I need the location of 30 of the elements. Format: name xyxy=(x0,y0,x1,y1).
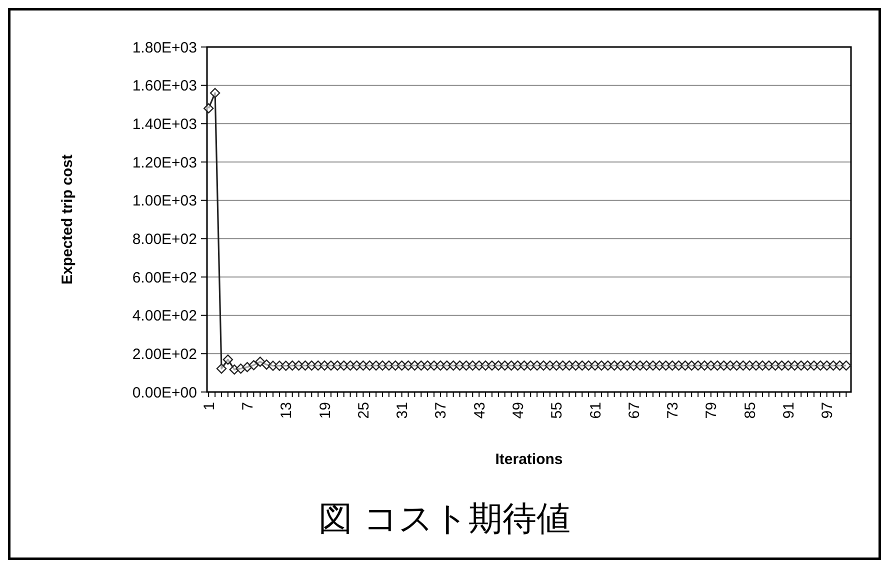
y-tick-label: 1.60E+03 xyxy=(132,78,197,95)
x-tick-label: 97 xyxy=(819,402,836,419)
x-tick-label: 31 xyxy=(394,402,412,419)
x-tick-label: 49 xyxy=(510,402,527,419)
x-tick-label: 7 xyxy=(240,402,256,410)
x-tick-label: 91 xyxy=(780,402,798,419)
x-tick-label: 13 xyxy=(278,402,296,419)
x-tick-label: 43 xyxy=(471,402,488,419)
x-tick-label: 55 xyxy=(548,402,566,419)
x-tick-label: 85 xyxy=(742,402,759,419)
x-tick-label: 19 xyxy=(316,402,334,419)
x-tick-label: 61 xyxy=(587,402,604,419)
y-tick-label: 1.80E+03 xyxy=(132,39,197,56)
y-tick-label: 6.00E+02 xyxy=(132,269,197,286)
x-axis-title: Iterations xyxy=(495,451,563,468)
y-axis-title: Expected trip cost xyxy=(59,154,76,285)
x-tick-label: 37 xyxy=(432,402,450,419)
y-tick-label: 0.00E+00 xyxy=(132,384,197,402)
text: 図 コスト期待値 xyxy=(318,499,570,539)
y-tick-label: 1.40E+03 xyxy=(132,116,197,133)
x-tick-label: 25 xyxy=(355,402,372,419)
y-tick-label: 4.00E+02 xyxy=(132,308,197,325)
y-tick-label: 2.00E+02 xyxy=(132,346,197,363)
y-tick-label: 1.20E+03 xyxy=(132,154,197,172)
y-tick-label: 8.00E+02 xyxy=(132,230,197,248)
y-tick-label: 1.00E+03 xyxy=(132,192,197,210)
x-tick-label: 1 xyxy=(200,402,218,410)
x-tick-label: 67 xyxy=(626,402,643,419)
x-tick-label: 79 xyxy=(703,402,720,419)
x-tick-label: 73 xyxy=(664,402,682,419)
